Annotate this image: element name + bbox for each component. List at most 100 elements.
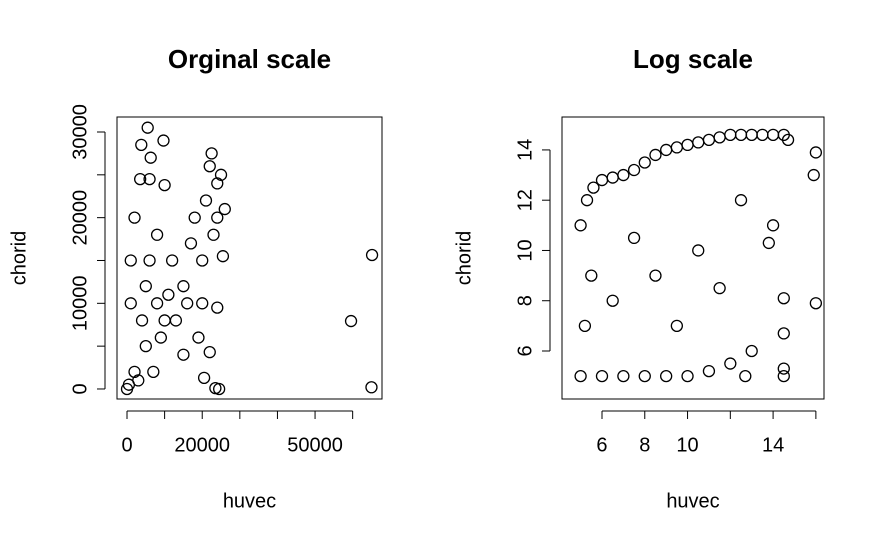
- plot-box: [561, 116, 825, 400]
- point: [150, 297, 164, 310]
- point: [165, 254, 179, 267]
- point: [734, 194, 748, 207]
- point: [365, 381, 378, 394]
- point: [197, 371, 211, 384]
- point: [734, 128, 748, 141]
- chart-title: Orginal scale: [168, 44, 331, 74]
- point: [777, 362, 790, 375]
- point: [587, 181, 600, 194]
- y-axis-label: chorid: [8, 231, 30, 285]
- point: [777, 327, 790, 340]
- point: [344, 314, 358, 328]
- point: [627, 163, 641, 177]
- point: [141, 121, 154, 134]
- point: [692, 244, 705, 257]
- x-tick-label: 50000: [287, 434, 343, 456]
- point: [184, 237, 198, 250]
- point: [745, 128, 758, 141]
- point: [766, 128, 780, 141]
- x-axis-label: huvec: [666, 490, 719, 512]
- point: [777, 369, 790, 383]
- point: [203, 345, 216, 359]
- y-tick-label: 6: [514, 345, 536, 356]
- point: [781, 133, 795, 147]
- point: [724, 357, 737, 370]
- x-tick-label: 10: [676, 434, 698, 456]
- point: [135, 138, 148, 151]
- point: [144, 151, 157, 164]
- point: [205, 147, 218, 160]
- point: [670, 319, 684, 333]
- point: [617, 168, 630, 182]
- point: [702, 364, 716, 378]
- point: [211, 211, 224, 224]
- point: [692, 136, 705, 149]
- y-tick-label: 8: [514, 295, 536, 306]
- x-tick-label: 14: [762, 434, 784, 456]
- x-tick-label: 0: [121, 434, 132, 456]
- point: [638, 369, 651, 383]
- point: [660, 143, 673, 157]
- point: [580, 194, 594, 207]
- point: [188, 211, 201, 224]
- y-tick-label: 12: [514, 189, 536, 211]
- point: [745, 344, 758, 358]
- point: [177, 280, 190, 293]
- point: [158, 178, 171, 192]
- x-tick-label: 20000: [174, 434, 230, 456]
- x-axis-label: huvec: [223, 490, 276, 512]
- point: [132, 374, 145, 387]
- point: [203, 160, 216, 173]
- x-tick-label: 8: [639, 434, 650, 456]
- point: [196, 254, 209, 267]
- x-tick-label: 6: [596, 434, 607, 456]
- point: [143, 254, 156, 267]
- point: [713, 131, 726, 144]
- point: [124, 297, 137, 310]
- y-tick-label: 0: [69, 383, 91, 394]
- point: [216, 250, 230, 263]
- point: [207, 228, 220, 241]
- point: [766, 219, 780, 232]
- point: [595, 173, 609, 187]
- point: [756, 128, 769, 141]
- y-tick-label: 30000: [69, 104, 91, 160]
- point: [649, 148, 662, 162]
- y-tick-label: 10: [514, 239, 536, 261]
- point: [777, 292, 790, 305]
- point: [660, 369, 673, 383]
- point: [154, 331, 168, 344]
- point: [218, 202, 231, 216]
- point: [617, 369, 630, 383]
- point: [135, 314, 149, 327]
- point: [199, 194, 213, 207]
- point: [762, 236, 775, 250]
- point: [196, 297, 209, 310]
- point: [702, 133, 716, 147]
- point: [177, 348, 190, 361]
- point: [211, 301, 224, 314]
- point: [143, 172, 156, 186]
- point: [147, 365, 160, 378]
- y-tick-label: 20000: [69, 190, 91, 246]
- point: [670, 141, 684, 154]
- y-tick-label: 10000: [69, 276, 91, 332]
- plot-box: [116, 116, 383, 400]
- point: [212, 382, 226, 396]
- point: [157, 134, 170, 147]
- point: [139, 280, 152, 293]
- point: [574, 369, 587, 383]
- point: [211, 177, 224, 190]
- point: [713, 282, 726, 295]
- point: [649, 269, 662, 282]
- point: [809, 146, 823, 159]
- point: [606, 171, 619, 184]
- point: [638, 156, 651, 169]
- point: [809, 297, 823, 310]
- point: [128, 211, 141, 224]
- point: [574, 219, 587, 232]
- y-tick-label: 14: [514, 139, 536, 161]
- point: [139, 339, 152, 353]
- point: [595, 369, 609, 383]
- point: [214, 168, 228, 181]
